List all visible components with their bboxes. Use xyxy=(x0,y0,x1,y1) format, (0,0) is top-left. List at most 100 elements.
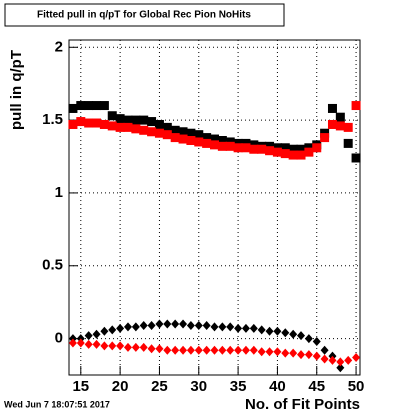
diamond-marker xyxy=(108,325,117,335)
square-marker xyxy=(225,141,235,151)
diamond-marker xyxy=(84,339,93,349)
diamond-marker xyxy=(336,357,345,367)
square-marker xyxy=(351,153,361,163)
square-marker xyxy=(186,136,196,145)
diamond-marker xyxy=(265,326,274,336)
diamond-marker xyxy=(116,323,125,333)
x-tick-label: 45 xyxy=(308,378,325,395)
diamond-marker xyxy=(265,347,274,357)
chart-title: Fitted pull in q/pT for Global Rec Pion … xyxy=(37,10,251,21)
square-marker xyxy=(139,115,149,125)
square-marker xyxy=(123,122,133,132)
square-marker xyxy=(265,146,275,156)
square-marker xyxy=(335,112,345,122)
square-marker xyxy=(154,128,164,138)
square-marker xyxy=(210,140,219,150)
square-marker xyxy=(115,122,125,132)
square-marker xyxy=(99,119,109,129)
diamond-marker xyxy=(116,341,125,351)
diamond-marker xyxy=(171,345,180,355)
square-marker xyxy=(131,124,141,134)
diamond-marker xyxy=(304,334,313,344)
square-marker xyxy=(351,101,361,111)
square-marker xyxy=(76,117,86,127)
square-marker xyxy=(84,118,94,128)
diamond-marker xyxy=(249,345,258,355)
square-marker xyxy=(115,114,125,124)
y-tick-label: 1 xyxy=(55,184,63,201)
square-marker xyxy=(107,121,117,131)
square-marker xyxy=(99,101,109,111)
diamond-marker xyxy=(123,322,132,332)
diamond-marker xyxy=(147,320,156,330)
x-tick-label: 30 xyxy=(190,378,207,395)
square-marker xyxy=(92,101,102,111)
square-marker xyxy=(202,138,212,148)
square-marker xyxy=(288,150,298,160)
x-tick-label: 25 xyxy=(151,378,168,395)
square-marker xyxy=(210,134,219,144)
square-marker xyxy=(178,134,188,144)
diamond-marker xyxy=(297,350,306,360)
diamond-marker xyxy=(194,345,203,355)
square-marker xyxy=(107,111,117,121)
diamond-marker xyxy=(139,342,148,352)
square-marker xyxy=(217,141,227,151)
y-tick-label: 0.5 xyxy=(42,257,63,274)
square-marker xyxy=(92,118,102,128)
diamond-marker xyxy=(249,323,258,333)
diamond-marker xyxy=(179,345,188,355)
diamond-marker xyxy=(202,345,211,355)
square-marker xyxy=(241,143,251,153)
title-box xyxy=(4,3,285,27)
square-marker xyxy=(162,130,172,140)
square-marker xyxy=(280,143,290,153)
x-tick-label: 15 xyxy=(72,378,89,395)
diamond-marker xyxy=(139,320,148,330)
square-marker xyxy=(154,119,164,129)
x-tick-label: 40 xyxy=(269,378,286,395)
plot-frame xyxy=(68,39,361,376)
square-marker xyxy=(320,133,330,143)
diamond-marker xyxy=(226,322,235,332)
diamond-marker xyxy=(320,345,329,355)
diamond-marker xyxy=(179,319,188,329)
y-tick-label: 1.5 xyxy=(42,111,63,128)
diamond-marker xyxy=(281,328,290,338)
square-marker xyxy=(147,117,157,127)
diamond-marker xyxy=(155,344,164,354)
diamond-marker xyxy=(210,345,219,355)
y-axis-label: pull in q/pT xyxy=(8,50,25,130)
diamond-marker xyxy=(131,342,140,352)
square-marker xyxy=(194,137,204,147)
diamond-marker xyxy=(100,341,109,351)
diamond-marker xyxy=(100,326,109,336)
diamond-marker xyxy=(257,325,266,335)
diamond-marker xyxy=(241,345,250,355)
x-axis-label: No. of Fit Points xyxy=(245,396,360,413)
diamond-marker xyxy=(84,331,93,341)
diamond-marker xyxy=(92,339,101,349)
square-marker xyxy=(170,125,180,135)
square-marker xyxy=(139,125,149,135)
diamond-marker xyxy=(123,342,132,352)
square-marker xyxy=(343,138,353,148)
diamond-marker xyxy=(186,320,195,330)
diamond-marker xyxy=(155,319,164,329)
diamond-marker xyxy=(68,338,77,348)
diamond-marker xyxy=(320,354,329,364)
diamond-marker xyxy=(234,345,243,355)
diamond-marker xyxy=(163,319,172,329)
x-tick-label: 20 xyxy=(112,378,129,395)
square-marker xyxy=(288,144,298,154)
diamond-marker xyxy=(273,347,282,357)
square-marker xyxy=(272,147,282,157)
square-marker xyxy=(123,115,133,125)
square-marker xyxy=(335,121,345,131)
square-marker xyxy=(304,147,314,157)
square-marker xyxy=(194,130,204,140)
square-marker xyxy=(327,103,337,113)
diamond-marker xyxy=(218,345,227,355)
square-marker xyxy=(170,133,180,143)
